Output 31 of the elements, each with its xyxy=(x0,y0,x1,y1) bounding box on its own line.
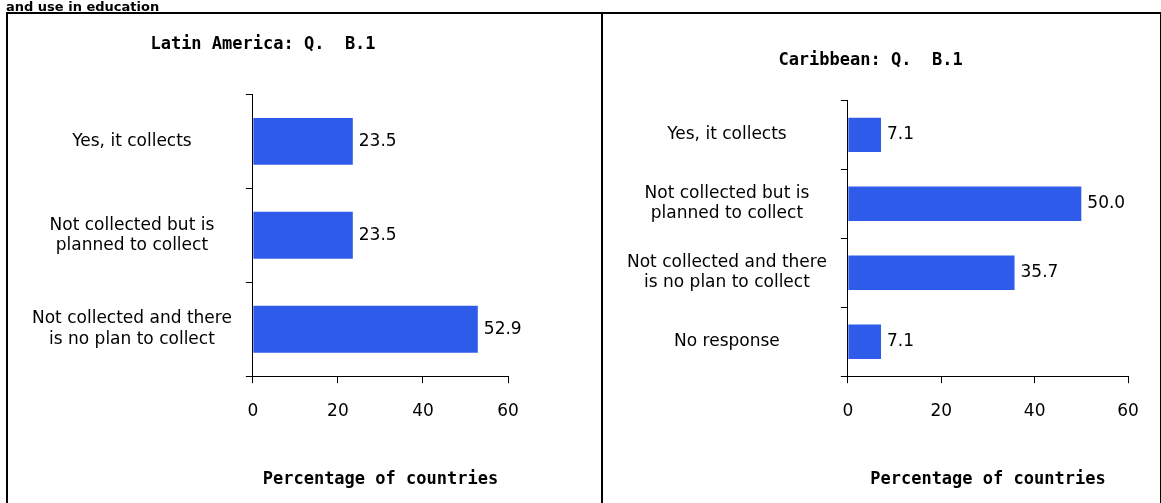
data-label: 52.9 xyxy=(483,317,522,338)
x-tick-label: 60 xyxy=(1117,399,1139,420)
x-tick-label: 60 xyxy=(497,399,519,420)
y-tick-label: Not collected but is planned to collect xyxy=(49,213,215,254)
y-tick-label: Yes, it collects xyxy=(666,123,787,144)
x-tick-label: 0 xyxy=(247,399,259,420)
x-axis-title: Percentage of countries xyxy=(262,468,499,489)
x-tick-label: 40 xyxy=(412,399,434,420)
data-label: 7.1 xyxy=(887,330,915,351)
bar xyxy=(848,186,1082,222)
bar xyxy=(848,117,882,153)
bar xyxy=(848,324,882,359)
x-axis-title: Percentage of countries xyxy=(870,468,1106,489)
y-tick-label: No response xyxy=(674,330,780,351)
data-label: 35.7 xyxy=(1020,261,1059,282)
x-tick-label: 20 xyxy=(930,399,953,420)
y-tick-label: Not collected and there is no plan to collect xyxy=(627,251,827,292)
data-label: 23.5 xyxy=(358,129,397,150)
y-tick-label: Not collected but is planned to collect xyxy=(644,182,810,223)
x-tick-label: 40 xyxy=(1023,399,1046,420)
data-label: 7.1 xyxy=(887,123,915,144)
bar xyxy=(848,255,1015,291)
chart-title: Caribbean: Q. B.1 xyxy=(778,48,963,69)
x-tick-label: 20 xyxy=(327,399,349,420)
data-label: 50.0 xyxy=(1087,192,1126,213)
data-label: 23.5 xyxy=(358,223,397,244)
x-tick-label: 0 xyxy=(842,399,854,420)
chart-title: Latin America: Q. B.1 xyxy=(150,32,376,53)
y-tick-label: Not collected and there is no plan to collect xyxy=(32,307,232,348)
text: and use in education xyxy=(6,0,160,14)
y-tick-label: Yes, it collects xyxy=(71,129,192,150)
